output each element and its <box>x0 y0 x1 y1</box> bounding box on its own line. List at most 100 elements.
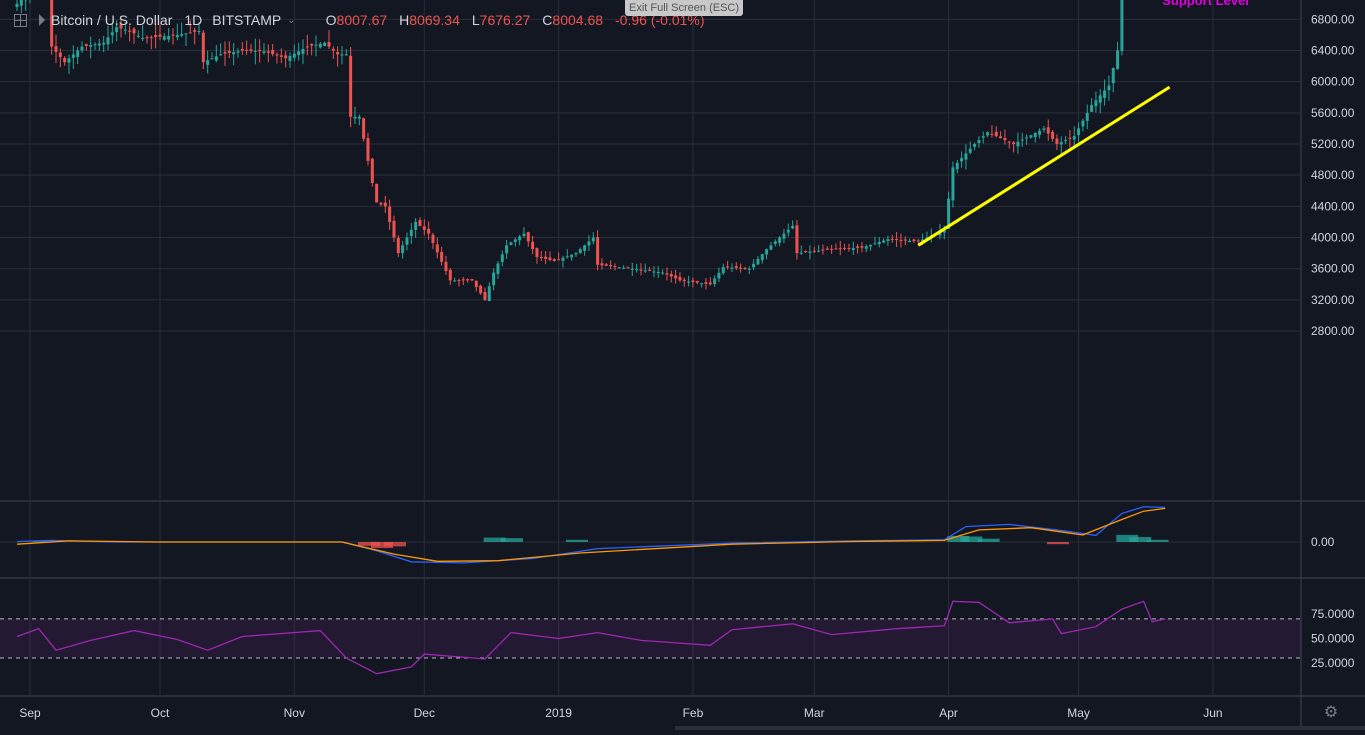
candle-body <box>882 241 885 243</box>
candle-body <box>969 149 972 153</box>
candle <box>527 232 530 247</box>
candle-body <box>72 54 75 58</box>
candle <box>574 252 577 257</box>
candle-body <box>1107 86 1110 91</box>
candle <box>288 52 291 68</box>
candle-body <box>891 239 894 240</box>
candle <box>54 35 57 63</box>
candle <box>249 44 252 53</box>
add-symbol-icon[interactable] <box>14 14 27 27</box>
candle-body <box>561 258 564 261</box>
exit-fullscreen-button[interactable]: Exit Full Screen (ESC) <box>625 0 743 16</box>
candle <box>730 263 733 272</box>
candle-body <box>154 35 157 37</box>
symbol-name[interactable]: Bitcoin / U.S. Dollar <box>51 12 172 28</box>
candle-body <box>704 282 707 284</box>
chevron-down-icon[interactable]: ⌄ <box>287 15 295 26</box>
candle-body <box>956 163 959 170</box>
candle-body <box>150 37 153 38</box>
candle-body <box>860 246 863 247</box>
candle-body <box>826 249 829 250</box>
candle <box>457 279 460 287</box>
candle-body <box>375 184 378 203</box>
candle <box>59 48 62 67</box>
candle-body <box>184 33 187 34</box>
candle-body <box>665 273 668 274</box>
candle-body <box>301 49 304 54</box>
candle <box>544 251 547 264</box>
candle <box>821 244 824 254</box>
candle-body <box>973 144 976 147</box>
candle <box>839 241 842 255</box>
candle <box>713 275 716 286</box>
candle-body <box>527 232 530 241</box>
candle-body <box>639 270 642 271</box>
candle-body <box>427 229 430 234</box>
candle-body <box>336 52 339 54</box>
candle-body <box>1029 135 1032 137</box>
candle-body <box>466 279 469 280</box>
candle-body <box>683 280 686 281</box>
candle <box>1086 104 1089 129</box>
candle-body <box>479 286 482 294</box>
candle-body <box>128 31 131 32</box>
candle <box>80 41 83 53</box>
candle <box>414 218 417 238</box>
candle-body <box>717 273 720 279</box>
candle-body <box>691 280 694 282</box>
candle-body <box>761 254 764 260</box>
candle-body <box>648 270 651 271</box>
candle-body <box>774 241 777 244</box>
candle <box>1008 141 1011 149</box>
candle <box>570 254 573 260</box>
candle-body <box>275 54 278 55</box>
candle-body <box>306 46 309 47</box>
candle-body <box>735 266 738 268</box>
gear-icon[interactable]: ⚙ <box>1322 703 1340 721</box>
exchange-label[interactable]: BITSTAMP <box>212 12 281 28</box>
x-tick-label: Mar <box>804 706 825 720</box>
candles-group <box>16 0 1167 301</box>
candle-body <box>756 259 759 264</box>
candle <box>977 136 980 148</box>
y-tick-label: 4400.00 <box>1311 199 1355 213</box>
candle <box>882 238 885 243</box>
candle <box>67 55 70 74</box>
candle-body <box>713 279 716 285</box>
candle-body <box>514 239 517 242</box>
candle <box>466 278 469 282</box>
candle <box>241 42 244 55</box>
candle-body <box>592 238 595 242</box>
candle-body <box>618 267 621 268</box>
candle <box>479 285 482 295</box>
candle <box>505 240 508 259</box>
candle <box>514 238 517 247</box>
candle <box>566 249 569 258</box>
candle-body <box>631 269 634 270</box>
interval-label[interactable]: 1D <box>184 12 202 28</box>
candle-body <box>696 281 699 283</box>
candle <box>830 245 833 254</box>
candle-body <box>180 34 183 36</box>
candle-body <box>418 220 421 226</box>
candle-body <box>995 132 998 136</box>
macd-histogram-bar <box>384 542 406 546</box>
candle-body <box>1086 113 1089 121</box>
candle-body <box>583 245 586 251</box>
x-tick-label: Feb <box>683 706 704 720</box>
candle-body <box>284 55 287 58</box>
candle-body <box>821 250 824 251</box>
candle-body <box>605 264 608 266</box>
macd-line <box>17 507 1165 563</box>
candle-body <box>496 264 499 274</box>
candle <box>891 235 894 243</box>
candle <box>1021 133 1024 147</box>
candle-body <box>431 235 434 243</box>
candle-body <box>197 31 200 32</box>
candle <box>1064 136 1067 144</box>
candle-body <box>440 252 443 262</box>
flag-icon[interactable] <box>39 14 45 26</box>
candle-body <box>531 242 534 249</box>
